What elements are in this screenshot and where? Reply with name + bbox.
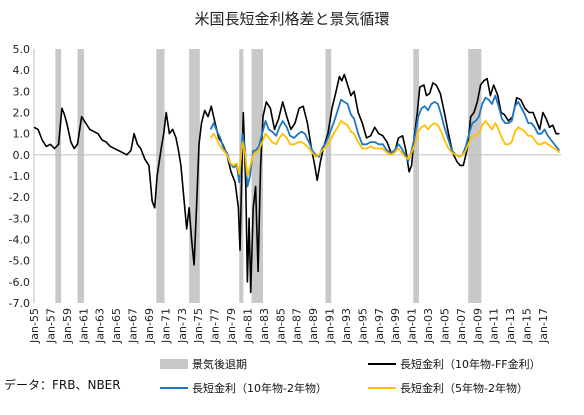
x-tick-label: Jan-63 [94,308,107,344]
x-tick-label: Jan-95 [356,308,369,344]
series-line-s10_2 [209,94,561,188]
x-tick-label: Jan-99 [389,308,402,344]
x-tick-label: Jan-07 [455,308,468,344]
y-tick-label: 0.0 [13,149,31,162]
y-tick-label: -6.0 [9,276,30,289]
x-tick-label: Jan-03 [422,308,435,344]
x-tick-label: Jan-91 [324,308,337,344]
x-tick-label: Jan-59 [61,308,74,344]
x-tick-label: Jan-69 [143,308,156,344]
x-tick-label: Jan-71 [159,308,172,344]
recession-band-2 [156,49,165,303]
recession-band-7 [413,49,419,303]
recession-band-0 [55,49,62,303]
y-tick-label: 4.0 [13,64,31,77]
recession-band-8 [468,49,482,303]
x-tick-label: Jan-65 [110,308,123,344]
x-tick-label: Jan-67 [127,308,140,344]
x-tick-label: Jan-79 [225,308,238,344]
x-tick-label: Jan-77 [209,308,222,344]
x-tick-label: Jan-81 [241,308,254,344]
y-tick-label: 1.0 [13,128,31,141]
series-line-s5_2 [209,120,561,177]
x-tick-label: Jan-93 [340,308,353,344]
legend-label-s5_2: 長短金利（5年物-2年物） [400,381,528,395]
y-tick-label: 3.0 [13,85,31,98]
x-tick-label: Jan-89 [307,308,320,344]
legend-label-s10_2: 長短金利（10年物-2年物） [192,381,327,395]
x-tick-label: Jan-17 [537,308,550,344]
x-tick-label: Jan-05 [438,308,451,344]
chart-title: 米国長短金利格差と景気循環 [194,10,390,28]
data-source-note: データ：FRB、NBER [4,378,121,392]
recession-band-3 [189,49,200,303]
y-tick-label: -2.0 [9,191,30,204]
x-tick-label: Jan-75 [192,308,205,344]
recession-band-1 [77,49,85,303]
y-tick-label: 2.0 [13,107,31,120]
y-tick-label: -1.0 [9,170,30,183]
x-tick-label: Jan-15 [521,308,534,344]
y-tick-label: -5.0 [9,255,30,268]
x-tick-label: Jan-87 [291,308,304,344]
x-tick-label: Jan-83 [258,308,271,344]
recession-band-5 [251,49,264,303]
y-tick-label: 5.0 [13,43,31,56]
x-tick-label: Jan-97 [373,308,386,344]
x-tick-label: Jan-13 [504,308,517,344]
x-tick-label: Jan-09 [471,308,484,344]
y-tick-label: -3.0 [9,212,30,225]
legend-label-recession: 景気後退期 [192,357,247,371]
x-tick-label: Jan-01 [406,308,419,344]
y-tick-label: -4.0 [9,234,30,247]
legend-label-s10ff: 長短金利（10年物-FF金利） [400,357,541,371]
x-tick-label: Jan-73 [176,308,189,344]
legend-swatch-recession [160,359,188,369]
x-tick-label: Jan-85 [274,308,287,344]
x-tick-label: Jan-55 [28,308,41,344]
y-tick-label: -7.0 [9,297,30,310]
x-tick-label: Jan-11 [488,308,501,344]
recession-band-6 [325,49,332,303]
x-tick-label: Jan-57 [44,308,57,344]
x-tick-label: Jan-61 [77,308,90,344]
